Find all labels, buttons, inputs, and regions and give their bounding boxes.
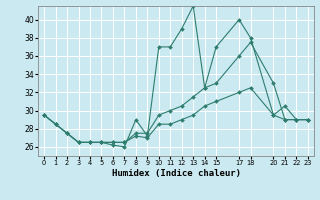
X-axis label: Humidex (Indice chaleur): Humidex (Indice chaleur)	[111, 169, 241, 178]
